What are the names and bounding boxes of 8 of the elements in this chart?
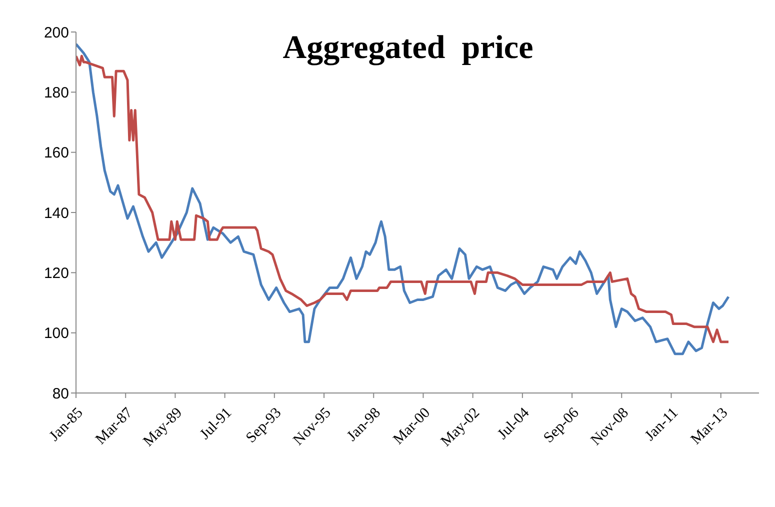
y-tick-label: 200 (44, 24, 69, 42)
y-tick-label: 80 (52, 385, 69, 402)
y-tick-label: 100 (44, 325, 69, 342)
y-tick-label: 160 (44, 144, 69, 162)
y-tick-label: 120 (44, 264, 69, 282)
chart-title: Aggregated price (282, 30, 534, 67)
y-tick-label: 180 (44, 84, 69, 102)
y-tick-label: 140 (44, 204, 69, 222)
